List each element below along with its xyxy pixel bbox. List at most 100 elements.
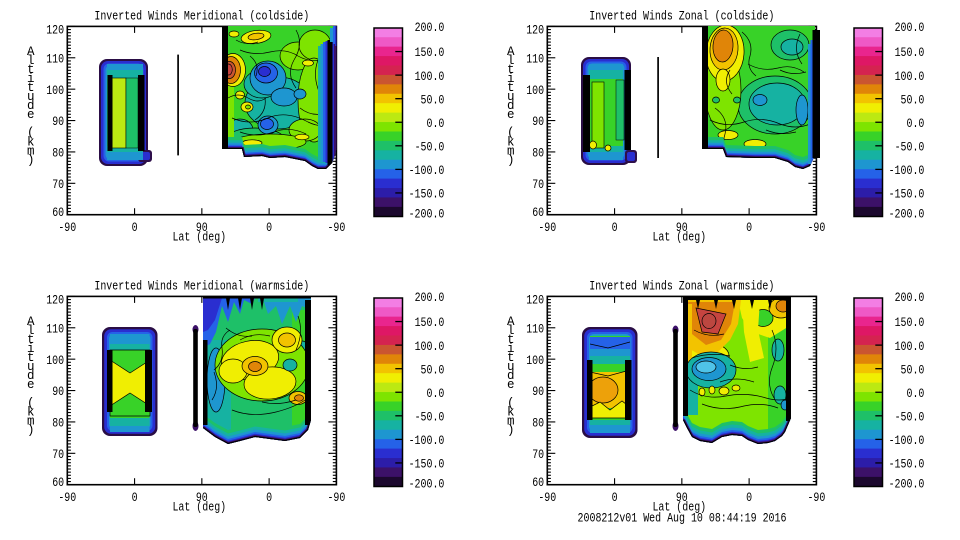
svg-text:Lat (deg): Lat (deg)	[652, 500, 706, 514]
svg-text:60: 60	[532, 206, 544, 220]
svg-text:m: m	[27, 144, 35, 158]
svg-text:0.0: 0.0	[907, 387, 925, 401]
svg-text:110: 110	[46, 52, 64, 66]
svg-text:Inverted Winds Zonal (warmside: Inverted Winds Zonal (warmside)	[589, 279, 774, 293]
svg-text:-150.0: -150.0	[409, 458, 445, 472]
svg-text:d: d	[507, 369, 515, 383]
svg-text:m: m	[27, 414, 35, 428]
svg-text:0: 0	[612, 221, 618, 235]
svg-text:100.0: 100.0	[895, 70, 925, 84]
svg-text:150.0: 150.0	[415, 46, 445, 60]
svg-text:150.0: 150.0	[895, 46, 925, 60]
svg-text:50.0: 50.0	[901, 363, 925, 377]
svg-text:l: l	[27, 54, 35, 68]
svg-text:i: i	[507, 72, 515, 86]
svg-text:): )	[27, 153, 35, 167]
svg-text:50.0: 50.0	[901, 93, 925, 107]
svg-text:-200.0: -200.0	[889, 478, 925, 492]
svg-text:u: u	[27, 360, 35, 374]
svg-text:A: A	[27, 45, 35, 59]
svg-text:90: 90	[532, 385, 544, 399]
svg-text:90: 90	[52, 115, 64, 129]
svg-text:100.0: 100.0	[895, 340, 925, 354]
svg-text:-200.0: -200.0	[409, 208, 445, 222]
svg-text:100: 100	[526, 84, 544, 98]
svg-text:0.0: 0.0	[427, 117, 445, 131]
svg-text:e: e	[507, 378, 515, 392]
svg-text:k: k	[27, 135, 35, 149]
svg-text:70: 70	[52, 448, 64, 462]
svg-text:-50.0: -50.0	[415, 411, 445, 425]
svg-text:-150.0: -150.0	[409, 188, 445, 202]
svg-text:80: 80	[52, 147, 64, 161]
svg-text:t: t	[507, 81, 515, 95]
svg-text:t: t	[27, 63, 35, 77]
svg-text:90: 90	[52, 385, 64, 399]
svg-text:-100.0: -100.0	[409, 434, 445, 448]
svg-text:100: 100	[46, 84, 64, 98]
svg-text:i: i	[507, 342, 515, 356]
svg-text:Lat (deg): Lat (deg)	[172, 230, 226, 244]
svg-text:-150.0: -150.0	[889, 188, 925, 202]
svg-text:-100.0: -100.0	[889, 164, 925, 178]
svg-text:(: (	[507, 126, 515, 140]
svg-text:A: A	[507, 45, 515, 59]
svg-text:100.0: 100.0	[415, 70, 445, 84]
svg-text:100: 100	[46, 354, 64, 368]
svg-text:150.0: 150.0	[895, 316, 925, 330]
svg-text:100.0: 100.0	[415, 340, 445, 354]
svg-text:50.0: 50.0	[421, 93, 445, 107]
svg-text:k: k	[507, 135, 515, 149]
svg-text:200.0: 200.0	[415, 21, 445, 35]
svg-text:t: t	[27, 351, 35, 365]
svg-text:-90: -90	[538, 491, 556, 505]
svg-text:0.0: 0.0	[427, 387, 445, 401]
svg-text:0: 0	[266, 491, 272, 505]
svg-text:-50.0: -50.0	[895, 141, 925, 155]
svg-text:m: m	[507, 144, 515, 158]
svg-text:50.0: 50.0	[421, 363, 445, 377]
svg-text:120: 120	[46, 293, 64, 307]
svg-text:200.0: 200.0	[895, 21, 925, 35]
svg-text:80: 80	[52, 417, 64, 431]
svg-text:0: 0	[612, 491, 618, 505]
svg-text:-200.0: -200.0	[409, 478, 445, 492]
svg-text:110: 110	[526, 322, 544, 336]
svg-text:): )	[507, 423, 515, 437]
svg-text:200.0: 200.0	[415, 291, 445, 305]
svg-text:-90: -90	[327, 491, 345, 505]
svg-text:0.0: 0.0	[907, 117, 925, 131]
svg-text:k: k	[27, 405, 35, 419]
svg-text:d: d	[27, 369, 35, 383]
svg-text:-100.0: -100.0	[409, 164, 445, 178]
svg-text:e: e	[27, 108, 35, 122]
svg-text:0: 0	[746, 221, 752, 235]
svg-text:120: 120	[46, 23, 64, 37]
svg-text:90: 90	[196, 221, 208, 235]
svg-text:-50.0: -50.0	[895, 411, 925, 425]
svg-text:80: 80	[532, 417, 544, 431]
svg-text:u: u	[27, 90, 35, 104]
svg-text:150.0: 150.0	[415, 316, 445, 330]
svg-text:e: e	[27, 378, 35, 392]
svg-text:90: 90	[196, 491, 208, 505]
svg-text:-90: -90	[58, 491, 76, 505]
svg-text:e: e	[507, 108, 515, 122]
svg-text:-200.0: -200.0	[889, 208, 925, 222]
svg-text:Lat (deg): Lat (deg)	[652, 230, 706, 244]
svg-text:120: 120	[526, 293, 544, 307]
svg-text:u: u	[507, 360, 515, 374]
svg-text:60: 60	[52, 206, 64, 220]
svg-text:Inverted Winds Meridional (war: Inverted Winds Meridional (warmside)	[94, 279, 309, 293]
svg-text:60: 60	[52, 476, 64, 490]
svg-text:(: (	[27, 396, 35, 410]
svg-text:-90: -90	[807, 221, 825, 235]
svg-text:0: 0	[266, 221, 272, 235]
svg-text:120: 120	[526, 23, 544, 37]
svg-text:-100.0: -100.0	[889, 434, 925, 448]
svg-text:): )	[27, 423, 35, 437]
svg-text:d: d	[507, 99, 515, 113]
svg-text:i: i	[27, 72, 35, 86]
svg-text:80: 80	[532, 147, 544, 161]
svg-text:60: 60	[532, 476, 544, 490]
